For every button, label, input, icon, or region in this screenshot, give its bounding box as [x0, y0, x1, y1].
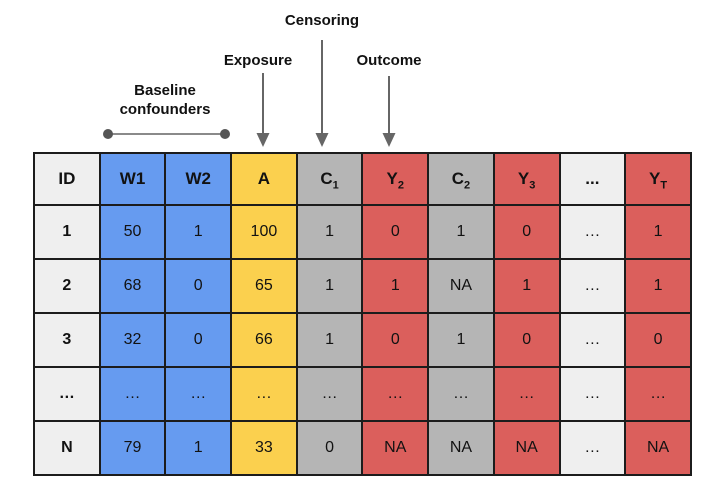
header-cell-c2: C2	[427, 152, 495, 206]
table-cell-a: 66	[230, 312, 298, 368]
table-cell-c2: …	[427, 366, 495, 422]
header-cell-c1: C1	[295, 152, 364, 206]
table-cell-a: …	[230, 366, 298, 422]
header-row: ID W1 W2 A C1 Y2 C2 Y3... YT	[33, 152, 692, 206]
exposure-arrow	[256, 73, 270, 147]
table-cell-w2: 0	[164, 312, 233, 368]
table-cell-yT: 0	[624, 312, 692, 368]
header-cell-a: A	[230, 152, 298, 206]
table-cell-id: 2	[33, 258, 101, 314]
table-cell-w2: 1	[164, 204, 233, 260]
table-cell-dots: …	[558, 258, 627, 314]
table-cell-dots: …	[558, 312, 627, 368]
table-cell-w2: 1	[164, 420, 233, 476]
table-cell-dots: …	[558, 420, 627, 476]
baseline-confounders-line2: confounders	[119, 101, 211, 118]
censoring-arrow	[315, 40, 329, 147]
header-cell-w2: W2	[164, 152, 233, 206]
table-cell-y3: 1	[492, 258, 561, 314]
table-cell-a: 100	[230, 204, 298, 260]
table-row: 2 68 0 65 1 1 NA 1… 1	[33, 258, 692, 314]
table-cell-yT: NA	[624, 420, 692, 476]
table-row: …………………………	[33, 366, 692, 422]
table-cell-y2: …	[361, 366, 430, 422]
table-cell-c1: 1	[295, 312, 364, 368]
table-cell-a: 65	[230, 258, 298, 314]
baseline-confounders-line1: Baseline	[134, 82, 196, 99]
table-cell-yT: …	[624, 366, 692, 422]
outcome-arrow	[382, 76, 396, 147]
table-cell-id: 1	[33, 204, 101, 260]
data-table: ID W1 W2 A C1 Y2 C2 Y3... YT 1 50 1 100 1 0 1 0… 1 2 68 0 65…	[33, 152, 692, 476]
table-cell-w1: 32	[98, 312, 167, 368]
censoring-label: Censoring	[284, 12, 360, 29]
table-row: 3 32 0 66 1 0 1 0… 0	[33, 312, 692, 368]
header-cell-id: ID	[33, 152, 101, 206]
outcome-label: Outcome	[356, 52, 422, 69]
table-cell-c2: NA	[427, 258, 495, 314]
table-body: 1 50 1 100 1 0 1 0… 1 2 68 0 65 1 1 NA 1… 1 3 32 0 66 1 0 1 0… 0………	[33, 204, 692, 476]
table-cell-y3: …	[492, 366, 561, 422]
table-cell-c2: 1	[427, 204, 495, 260]
table-cell-dots: …	[558, 204, 627, 260]
table-cell-c1: 0	[295, 420, 364, 476]
table-cell-dots: …	[558, 366, 627, 422]
table-cell-a: 33	[230, 420, 298, 476]
table-cell-w1: 50	[98, 204, 167, 260]
table-cell-w1: 68	[98, 258, 167, 314]
header-cell-yT: YT	[624, 152, 692, 206]
table-cell-w1: 79	[98, 420, 167, 476]
span-left-dot	[103, 129, 113, 139]
table-cell-yT: 1	[624, 258, 692, 314]
table-row: N 79 1 33 0 NA NA NA… NA	[33, 420, 692, 476]
header-cell-y2: Y2	[361, 152, 430, 206]
table-cell-y2: NA	[361, 420, 430, 476]
table-cell-c1: 1	[295, 258, 364, 314]
table-cell-w2: 0	[164, 258, 233, 314]
table-cell-y2: 0	[361, 312, 430, 368]
table-cell-w2: …	[164, 366, 233, 422]
baseline-confounders-label: Baseline confounders	[120, 81, 211, 119]
table-cell-c2: 1	[427, 312, 495, 368]
table-cell-yT: 1	[624, 204, 692, 260]
table-cell-y2: 1	[361, 258, 430, 314]
table-cell-id: 3	[33, 312, 101, 368]
table-cell-c1: …	[295, 366, 364, 422]
baseline-span-line	[103, 129, 230, 139]
span-right-dot	[220, 129, 230, 139]
table-cell-y3: 0	[492, 204, 561, 260]
table-cell-c1: 1	[295, 204, 364, 260]
header-cell-dots: ...	[558, 152, 627, 206]
table-header: ID W1 W2 A C1 Y2 C2 Y3... YT	[33, 152, 692, 206]
table-cell-c2: NA	[427, 420, 495, 476]
header-cell-w1: W1	[98, 152, 167, 206]
table-row: 1 50 1 100 1 0 1 0… 1	[33, 204, 692, 260]
table-cell-id: N	[33, 420, 101, 476]
table-cell-y3: 0	[492, 312, 561, 368]
table-cell-id: …	[33, 366, 101, 422]
header-cell-y3: Y3	[492, 152, 561, 206]
table-cell-w1: …	[98, 366, 167, 422]
table-cell-y2: 0	[361, 204, 430, 260]
exposure-label: Exposure	[223, 52, 293, 69]
table-cell-y3: NA	[492, 420, 561, 476]
